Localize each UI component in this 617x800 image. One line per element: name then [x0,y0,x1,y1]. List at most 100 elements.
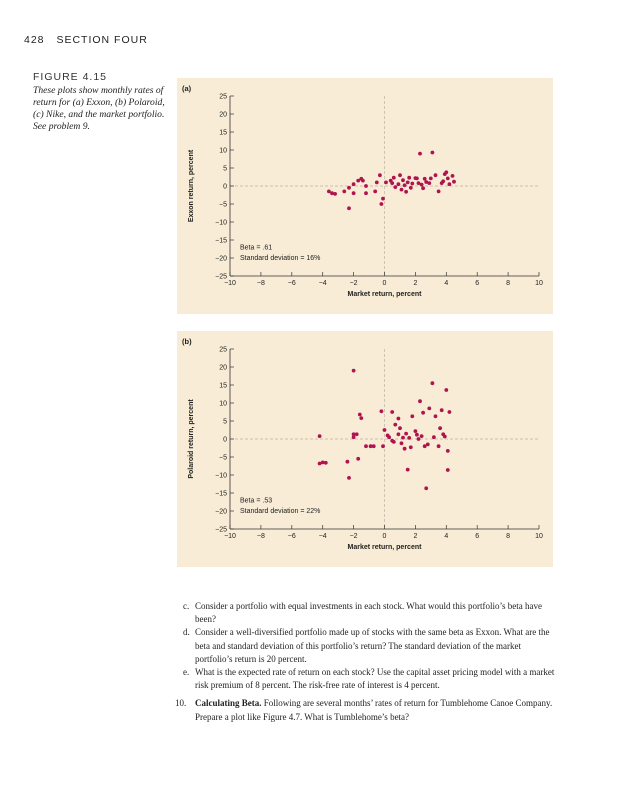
scatter-panel-polaroid: (b) 25 20 15 10 5 0 −5 −10 −15 −20 −25 −10 −8 −6 −4 −2 0 2… [177,331,553,567]
x-tick-label: 0 [383,533,387,540]
y-tick-label: 20 [219,365,227,372]
std-deviation-annotation: Standard deviation = 22% [240,508,320,515]
data-point [396,432,401,437]
x-tick-label: 0 [383,280,387,287]
problem-10: 10. Calculating Beta. Following are seve… [175,697,560,723]
x-tick-label: −4 [319,280,327,287]
question-e: e. What is the expected rate of return o… [175,666,560,692]
data-point [364,444,368,449]
data-point [347,206,351,211]
panel-label: (a) [182,84,192,93]
page-number: 428 [24,34,45,46]
data-point [368,444,373,449]
data-point [418,151,422,156]
data-point [391,175,396,180]
data-point [428,176,433,181]
data-point [408,185,413,190]
question-label: c. [183,601,190,611]
data-point [333,192,337,196]
y-tick-label: 15 [219,130,227,137]
data-point [398,426,402,431]
data-point [342,189,347,194]
data-point [347,476,351,480]
y-tick-label: −25 [215,274,227,281]
data-point [408,445,413,450]
data-point [447,182,452,187]
data-point [447,410,452,414]
data-point [391,440,396,444]
y-tick-label: −20 [215,256,227,263]
data-point [404,431,408,436]
data-point [402,446,407,451]
section-title: SECTION FOUR [56,34,148,46]
data-point [419,182,424,187]
x-tick-label: −6 [288,533,296,540]
data-point [364,184,368,188]
data-point [317,434,322,438]
data-point [444,388,449,392]
x-tick-label: 4 [444,280,448,287]
data-point [351,191,356,196]
data-point [356,456,361,461]
data-point [359,416,364,420]
y-tick-label: 5 [223,419,227,426]
question-text: Consider a well-diversified portfolio ma… [195,627,550,664]
data-point [379,409,384,414]
data-point [430,381,435,386]
y-tick-label: 5 [223,166,227,173]
y-tick-label: 10 [219,401,227,408]
data-point [345,459,350,464]
x-tick-label: 8 [506,280,510,287]
problem-number: 10. [175,698,187,709]
x-tick-label: −2 [350,533,358,540]
data-point [421,410,425,415]
x-tick-label: −4 [319,533,327,540]
data-point [401,435,405,440]
question-label: d. [183,627,190,638]
data-point [399,187,404,192]
data-point [410,414,415,419]
y-tick-label: 20 [219,112,227,119]
x-tick-label: 10 [535,280,543,287]
data-point [422,444,427,449]
data-point [361,178,365,183]
data-point [320,460,325,465]
data-point [396,416,401,421]
data-point [330,191,334,196]
data-point [421,186,425,191]
problem-questions: c. Consider a portfolio with equal inves… [175,600,560,724]
x-tick-label: −10 [224,280,236,287]
data-point [396,182,401,187]
data-point [351,368,356,373]
data-point [373,189,378,194]
x-tick-label: 2 [413,533,417,540]
data-point [390,410,395,414]
data-point [407,175,412,180]
x-tick-label: 4 [444,533,448,540]
data-point [347,185,351,190]
data-point [416,437,421,441]
data-point [413,429,418,433]
x-tick-label: −6 [288,280,296,287]
data-point [381,444,385,449]
data-point [424,486,429,491]
data-point [430,150,435,155]
x-tick-label: −2 [350,280,358,287]
data-point [436,444,441,449]
data-point [433,173,438,178]
y-tick-label: 25 [219,94,227,101]
x-tick-label: 6 [475,533,479,540]
data-point [432,435,436,440]
data-point [364,191,368,196]
data-point [379,202,384,206]
data-point [442,434,447,439]
x-tick-label: −8 [257,280,265,287]
question-d: d. Consider a well-diversified portfolio… [175,626,560,666]
data-point [351,435,356,440]
data-point [415,176,419,181]
data-point [354,432,359,437]
data-point [399,441,404,446]
figure-caption: These plots show monthly rates of return… [33,85,165,132]
y-tick-label: −25 [215,527,227,534]
